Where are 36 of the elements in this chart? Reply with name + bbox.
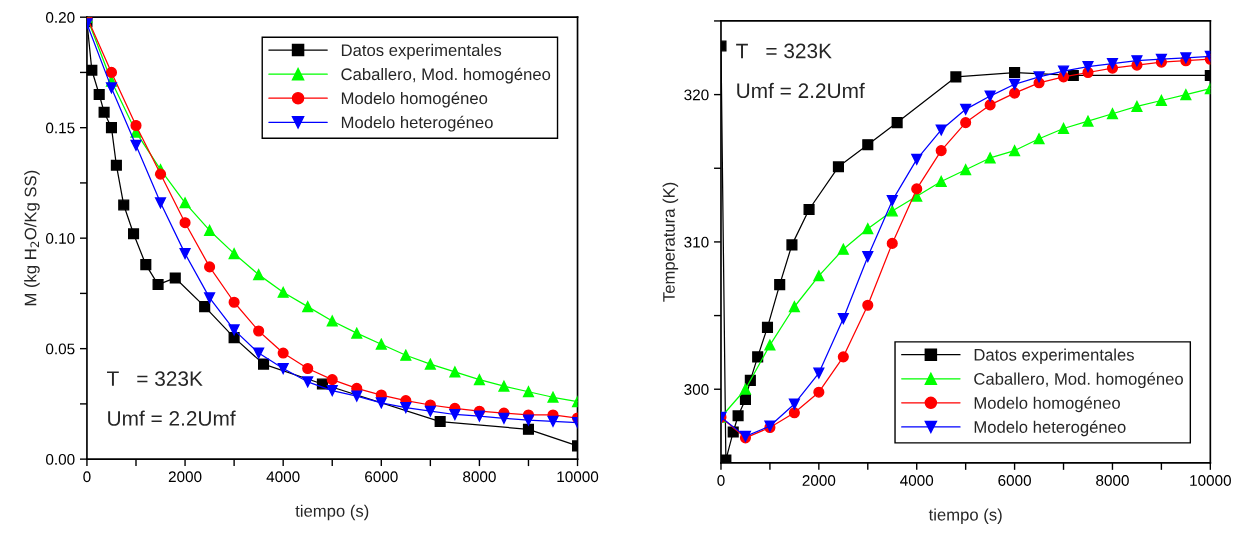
y-axis-title: M (kg H$_{2}$O/Kg SS) [24,170,40,306]
legend-label: Datos experimentales [974,348,1134,365]
legend-label: Modelo homogéneo [974,396,1120,413]
x-tick-label: 8000 [463,471,496,483]
annotation: T = 323K [107,371,203,387]
annotation: Umf = 2.2Umf [108,410,236,426]
y-tick-label: 320 [684,89,709,101]
y-tick-label: 0.10 [46,233,75,244]
y-tick-label: 300 [684,384,709,395]
x-tick-label: 0 [717,475,725,486]
legend-label: Caballero, Mod. homogéneo [974,372,1183,389]
y-tick-label: 0.20 [46,12,75,23]
legend-label: Modelo heterogéneo [974,420,1126,437]
x-tick-label: 2000 [168,471,202,483]
annotation: T = 323K [736,43,832,59]
x-tick-label: 6000 [365,471,398,483]
x-tick-label: 4000 [266,471,300,483]
x-tick-label: 6000 [998,475,1031,486]
x-tick-label: 4000 [900,475,934,486]
legend-label: Datos experimentales [341,43,502,60]
y-tick-label: 0.05 [46,343,75,355]
x-tick-label: 2000 [802,475,836,486]
x-tick-label: 0 [83,471,91,483]
legend-label: Modelo homogéneo [341,91,488,108]
x-axis-title: tiempo (s) [295,504,369,521]
x-tick-label: 8000 [1096,475,1129,486]
legend-label: Caballero, Mod. homogéneo [341,67,551,84]
annotation: Umf = 2.2Umf [737,82,865,99]
legend-label: Modelo heterogéneo [341,115,493,132]
y-tick-label: 0.15 [46,122,75,134]
y-tick-label: 0.00 [46,454,75,465]
x-tick-label: 10000 [557,471,599,483]
y-tick-label: 310 [684,236,709,248]
x-tick-label: 10000 [1190,475,1231,486]
x-axis-title: tiempo (s) [928,508,1002,524]
y-axis-title: Temperatura (K) [662,182,679,302]
